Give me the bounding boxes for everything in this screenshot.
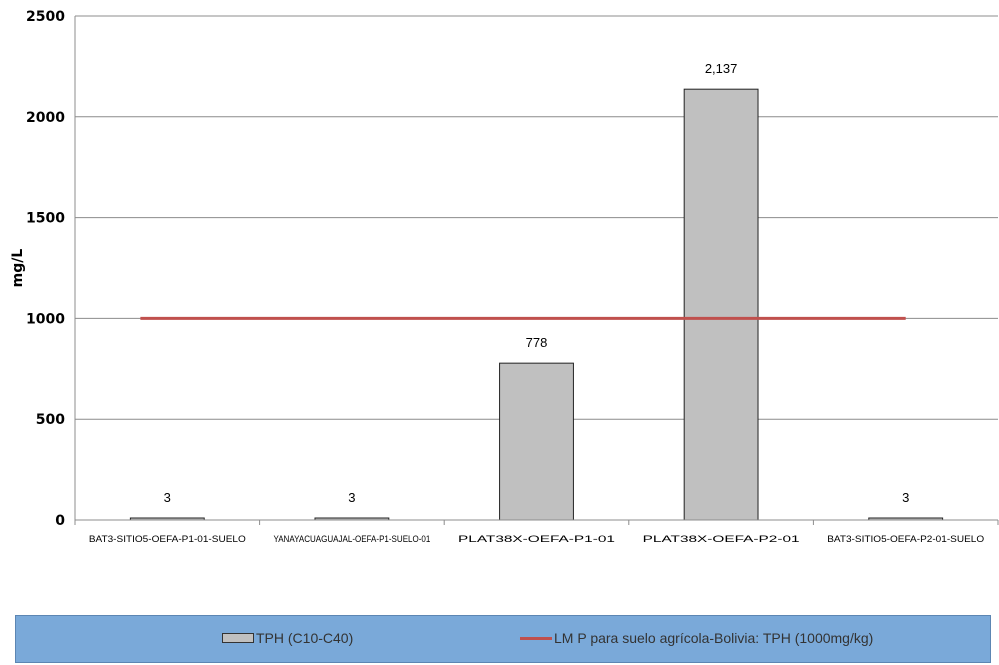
y-tick-label: 2000 (26, 110, 65, 126)
legend-label-tph: TPH (C10-C40) (256, 630, 354, 646)
legend-swatch-bar (222, 633, 254, 643)
x-tick-label: BAT3-SITIO5-OEFA-P1-01-SUELO (89, 534, 246, 544)
axes: 0 500 1000 1500 2000 2500 BAT3-SITIO5-OEFA-P1-… (26, 9, 999, 544)
legend: TPH (C10-C40) LM P para suelo agrícola-B… (15, 615, 991, 663)
y-tick-label: 1000 (26, 311, 65, 327)
bar (683, 88, 759, 521)
data-label: 3 (348, 490, 355, 505)
x-tick-label: YANAYACUAGUAJAL-OEFA-P1-SUELO-01 (273, 534, 430, 544)
x-tick-label: PLAT38X-OEFA-P1-01 (458, 534, 615, 544)
x-tick-label: BAT3-SITIO5-OEFA-P2-01-SUELO (827, 534, 984, 544)
x-tick-label: PLAT38X-OEFA-P2-01 (643, 534, 800, 544)
legend-entry-tph: TPH (C10-C40) (222, 630, 353, 646)
y-tick-label: 1500 (26, 211, 65, 227)
legend-label-lmp: LM P para suelo agrícola-Bolivia: TPH (1… (554, 630, 874, 646)
legend-swatch-line (520, 636, 552, 640)
data-label: 3 (902, 490, 909, 505)
y-axis-title: mg/L (10, 249, 26, 288)
data-label: 778 (526, 335, 548, 350)
y-tick-label: 500 (36, 412, 65, 428)
data-label: 2,137 (705, 61, 738, 76)
y-tick-label: 2500 (26, 9, 65, 25)
y-tick-label: 0 (55, 513, 65, 529)
legend-entry-lmp: LM P para suelo agrícola-Bolivia: TPH (1… (520, 630, 873, 646)
bars (129, 88, 944, 521)
data-labels: 3 3 778 2,137 3 (164, 61, 910, 505)
gridlines (75, 15, 998, 420)
data-label: 3 (164, 490, 171, 505)
bar (499, 362, 574, 521)
